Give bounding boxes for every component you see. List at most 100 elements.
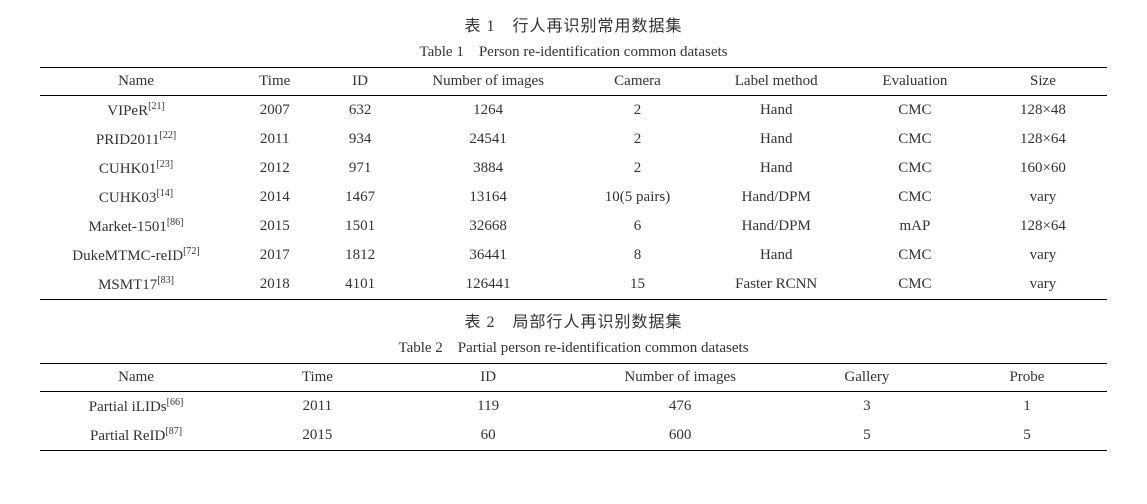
cell-num_images: 1264	[403, 96, 574, 126]
table1-wrap: 表 1 行人再识别常用数据集 Table 1 Person re-identif…	[40, 12, 1107, 300]
cell-size: vary	[979, 270, 1107, 300]
table2-wrap: 表 2 局部行人再识别数据集 Table 2 Partial person re…	[40, 308, 1107, 451]
cell-id: 1467	[317, 183, 402, 212]
table2-head: Name Time ID Number of images Gallery Pr…	[40, 364, 1107, 392]
table1-th: Number of images	[403, 68, 574, 96]
cell-id: 119	[403, 392, 574, 422]
table2-th: Probe	[947, 364, 1107, 392]
cell-label_method: Faster RCNN	[702, 270, 851, 300]
table1-caption-en: Table 1 Person re-identification common …	[40, 40, 1107, 61]
dataset-name-cell: CUHK01[23]	[40, 154, 232, 183]
cell-num_images: 24541	[403, 125, 574, 154]
cell-time: 2011	[232, 392, 403, 422]
cell-camera: 10(5 pairs)	[573, 183, 701, 212]
cell-label_method: Hand	[702, 154, 851, 183]
cell-evaluation: CMC	[851, 154, 979, 183]
cell-time: 2014	[232, 183, 317, 212]
dataset-ref: [22]	[160, 130, 177, 141]
table1-caption-cn: 表 1 行人再识别常用数据集	[40, 12, 1107, 36]
cell-id: 4101	[317, 270, 402, 300]
dataset-name: VIPeR	[107, 103, 148, 119]
table-row: VIPeR[21]200763212642HandCMC128×48	[40, 96, 1107, 126]
cell-camera: 2	[573, 96, 701, 126]
cell-size: 128×64	[979, 212, 1107, 241]
dataset-name-cell: Market-1501[86]	[40, 212, 232, 241]
cell-evaluation: CMC	[851, 241, 979, 270]
cell-size: vary	[979, 183, 1107, 212]
cell-id: 1501	[317, 212, 402, 241]
cell-camera: 6	[573, 212, 701, 241]
dataset-name-cell: Partial iLIDs[66]	[40, 392, 232, 422]
cell-gallery: 3	[787, 392, 947, 422]
cell-id: 60	[403, 421, 574, 451]
cell-num_images: 32668	[403, 212, 574, 241]
cell-size: vary	[979, 241, 1107, 270]
cell-evaluation: CMC	[851, 96, 979, 126]
table-row: CUHK01[23]201297138842HandCMC160×60	[40, 154, 1107, 183]
cell-evaluation: CMC	[851, 125, 979, 154]
table2: Name Time ID Number of images Gallery Pr…	[40, 363, 1107, 451]
cell-id: 934	[317, 125, 402, 154]
table2-th: Gallery	[787, 364, 947, 392]
dataset-ref: [86]	[167, 217, 184, 228]
dataset-ref: [21]	[148, 101, 165, 112]
table1-th: Name	[40, 68, 232, 96]
cell-time: 2015	[232, 421, 403, 451]
table2-caption-en: Table 2 Partial person re-identification…	[40, 336, 1107, 357]
table1-th: ID	[317, 68, 402, 96]
cell-camera: 2	[573, 125, 701, 154]
dataset-ref: [87]	[165, 426, 182, 437]
dataset-name: Partial ReID	[90, 428, 165, 444]
cell-time: 2011	[232, 125, 317, 154]
dataset-name-cell: MSMT17[83]	[40, 270, 232, 300]
cell-camera: 2	[573, 154, 701, 183]
dataset-name: MSMT17	[98, 277, 157, 293]
cell-time: 2007	[232, 96, 317, 126]
dataset-name: DukeMTMC-reID	[72, 248, 183, 264]
dataset-name: Partial iLIDs	[89, 399, 167, 415]
table1-th: Size	[979, 68, 1107, 96]
table2-th: Number of images	[573, 364, 786, 392]
cell-num_images: 3884	[403, 154, 574, 183]
dataset-name-cell: CUHK03[14]	[40, 183, 232, 212]
cell-id: 632	[317, 96, 402, 126]
cell-camera: 8	[573, 241, 701, 270]
table2-caption-cn: 表 2 局部行人再识别数据集	[40, 308, 1107, 332]
table-row: MSMT17[83]2018410112644115Faster RCNNCMC…	[40, 270, 1107, 300]
cell-time: 2018	[232, 270, 317, 300]
dataset-name-cell: PRID2011[22]	[40, 125, 232, 154]
table1-th: Camera	[573, 68, 701, 96]
dataset-ref: [72]	[183, 246, 200, 257]
cell-label_method: Hand/DPM	[702, 212, 851, 241]
cell-size: 128×64	[979, 125, 1107, 154]
table1-body: VIPeR[21]200763212642HandCMC128×48PRID20…	[40, 96, 1107, 300]
cell-label_method: Hand	[702, 241, 851, 270]
dataset-ref: [14]	[156, 188, 173, 199]
cell-id: 1812	[317, 241, 402, 270]
cell-time: 2015	[232, 212, 317, 241]
cell-num_images: 476	[573, 392, 786, 422]
cell-probe: 1	[947, 392, 1107, 422]
dataset-name: PRID2011	[96, 132, 160, 148]
dataset-name: CUHK01	[99, 161, 157, 177]
table1-th: Time	[232, 68, 317, 96]
cell-camera: 15	[573, 270, 701, 300]
cell-num_images: 126441	[403, 270, 574, 300]
cell-num_images: 13164	[403, 183, 574, 212]
cell-label_method: Hand/DPM	[702, 183, 851, 212]
table2-head-row: Name Time ID Number of images Gallery Pr…	[40, 364, 1107, 392]
table-row: Partial iLIDs[66]201111947631	[40, 392, 1107, 422]
cell-size: 128×48	[979, 96, 1107, 126]
table-row: DukeMTMC-reID[72]20171812364418HandCMCva…	[40, 241, 1107, 270]
table-row: Market-1501[86]20151501326686Hand/DPMmAP…	[40, 212, 1107, 241]
dataset-ref: [66]	[167, 397, 184, 408]
dataset-ref: [83]	[157, 275, 174, 286]
table2-th: Name	[40, 364, 232, 392]
dataset-name-cell: Partial ReID[87]	[40, 421, 232, 451]
cell-label_method: Hand	[702, 125, 851, 154]
dataset-ref: [23]	[156, 159, 173, 170]
cell-time: 2012	[232, 154, 317, 183]
dataset-name: Market-1501	[89, 219, 167, 235]
table1-head-row: Name Time ID Number of images Camera Lab…	[40, 68, 1107, 96]
cell-evaluation: CMC	[851, 270, 979, 300]
